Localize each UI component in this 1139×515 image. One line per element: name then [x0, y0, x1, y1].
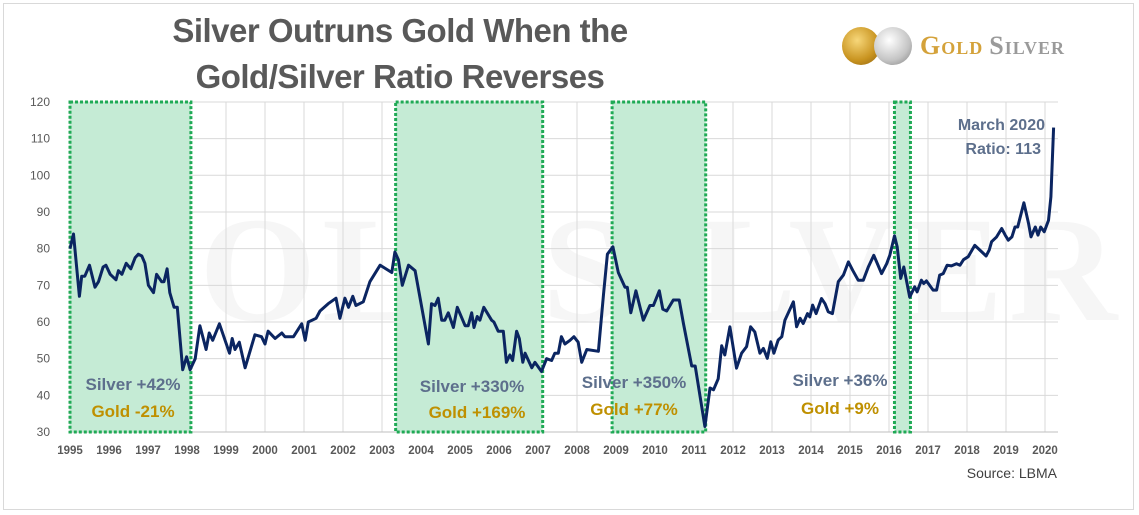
x-tick-label: 2015 [837, 445, 863, 457]
x-tick-label: 2002 [330, 445, 356, 457]
x-tick-label: 1996 [96, 445, 122, 457]
period-2-gold-label: Gold +169% [428, 403, 526, 422]
x-tick-label: 2003 [369, 445, 395, 457]
x-tick-label: 2000 [252, 445, 278, 457]
x-axis-ticks: 1995 1996 1997 1998 1999 2000 2001 2002 2003 2004… [57, 445, 1058, 457]
y-tick-label: 110 [31, 132, 50, 146]
x-tick-label: 2013 [759, 445, 785, 457]
period-4-silver-label: Silver +36% [792, 371, 888, 390]
period-4-gold-label: Gold +9% [801, 399, 879, 418]
x-tick-label: 2007 [525, 445, 551, 457]
y-tick-label: 90 [37, 205, 51, 219]
source-label: Source: LBMA [966, 465, 1057, 481]
x-tick-label: 2018 [954, 445, 980, 457]
latest-ratio-label: Ratio: 113 [965, 141, 1041, 158]
highlight-period-2 [394, 100, 545, 434]
logo-text-silver: Silver [989, 31, 1066, 60]
period-2-silver-label: Silver +330% [419, 377, 525, 396]
latest-date-label: March 2020 [957, 117, 1045, 134]
x-tick-label: 2016 [876, 445, 902, 457]
chart-frame [3, 3, 1134, 510]
y-tick-label: 120 [30, 95, 50, 109]
ratio-line [68, 127, 1056, 428]
chart-title-line-1: Silver Outruns Gold When the [172, 12, 628, 49]
x-tick-label: 2011 [682, 445, 708, 457]
y-tick-label: 50 [37, 352, 51, 366]
x-tick-label: 2017 [915, 445, 941, 457]
x-tick-label: 2005 [447, 445, 473, 457]
silver-coin-icon [874, 27, 912, 65]
x-tick-label: 1998 [174, 445, 200, 457]
x-tick-label: 2020 [1032, 445, 1058, 457]
x-tick-label: 2006 [486, 445, 512, 457]
y-tick-label: 80 [37, 242, 51, 256]
logo-text-gold: Gold [920, 31, 984, 60]
period-1-gold-label: Gold -21% [91, 402, 175, 421]
gold-coin-icon [842, 27, 880, 65]
goldsilver-logo: Gold Silver [842, 24, 1065, 68]
y-tick-label: 40 [37, 388, 51, 402]
period-1-silver-label: Silver +42% [85, 375, 181, 394]
x-tick-label: 2008 [564, 445, 590, 457]
y-tick-label: 100 [30, 168, 50, 182]
y-axis-ticks: 30 40 50 60 70 80 90 100 110 120 [30, 95, 50, 439]
y-tick-label: 70 [37, 278, 51, 292]
period-3-gold-label: Gold +77% [590, 400, 678, 419]
x-tick-label: 2010 [642, 445, 668, 457]
y-tick-label: 30 [37, 425, 51, 439]
chart-title-line-2: Gold/Silver Ratio Reverses [195, 58, 605, 95]
x-tick-label: 2001 [291, 445, 317, 457]
x-tick-label: 2004 [408, 445, 434, 457]
x-tick-label: 1999 [213, 445, 239, 457]
x-tick-label: 2012 [720, 445, 746, 457]
highlight-period-3 [610, 100, 708, 434]
period-3-silver-label: Silver +350% [581, 373, 687, 392]
x-tick-label: 1995 [57, 445, 83, 457]
x-tick-label: 2009 [603, 445, 629, 457]
x-tick-label: 2019 [993, 445, 1019, 457]
x-tick-label: 2014 [798, 445, 824, 457]
x-tick-label: 1997 [135, 445, 161, 457]
y-tick-label: 60 [37, 315, 51, 329]
